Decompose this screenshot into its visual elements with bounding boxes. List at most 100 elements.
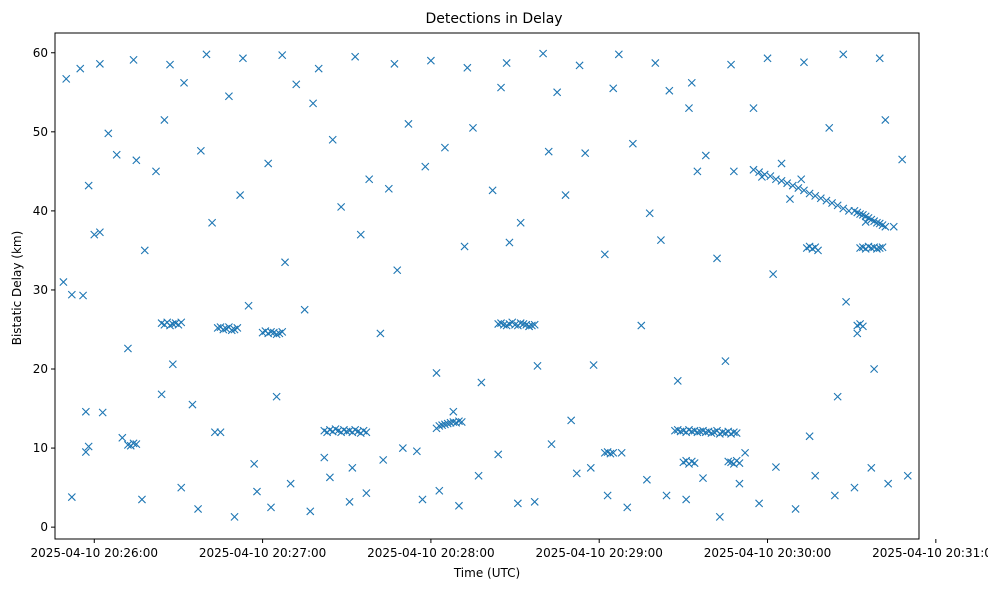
data-point	[858, 322, 867, 331]
data-point	[816, 194, 825, 203]
data-point	[842, 297, 851, 306]
data-point	[811, 243, 820, 252]
chart-title: Detections in Delay	[425, 11, 562, 27]
data-point	[95, 228, 104, 237]
data-point	[805, 432, 814, 441]
data-point	[157, 390, 166, 399]
x-tick-label: 2025-04-10 20:26:00	[31, 546, 158, 560]
data-point	[180, 78, 189, 87]
data-point	[519, 319, 528, 328]
data-point	[547, 440, 556, 449]
y-tick-label: 10	[33, 441, 48, 455]
data-point	[454, 417, 463, 426]
x-tick-label: 2025-04-10 20:30:00	[704, 546, 831, 560]
data-point	[166, 60, 175, 69]
x-tick-label: 2025-04-10 20:29:00	[535, 546, 662, 560]
data-point	[729, 428, 738, 437]
data-point	[337, 202, 346, 211]
data-point	[320, 453, 329, 462]
data-point	[449, 407, 458, 416]
data-point	[224, 92, 233, 101]
data-point	[59, 278, 68, 287]
data-point	[314, 64, 323, 73]
data-point	[292, 80, 301, 89]
data-point	[216, 428, 225, 437]
data-point	[202, 50, 211, 59]
data-point	[575, 61, 584, 70]
data-point	[236, 191, 245, 200]
data-point	[238, 54, 247, 63]
data-point	[365, 175, 374, 184]
data-point	[684, 104, 693, 113]
data-point	[777, 159, 786, 168]
data-point	[606, 449, 615, 458]
data-point	[98, 408, 107, 417]
data-point	[84, 181, 93, 190]
data-point	[505, 238, 514, 247]
data-point	[741, 448, 750, 457]
data-point	[903, 471, 912, 480]
data-point	[474, 471, 483, 480]
data-point	[682, 495, 691, 504]
data-point	[637, 321, 646, 330]
data-point	[721, 357, 730, 366]
data-point	[460, 242, 469, 251]
data-point	[267, 327, 275, 336]
data-point	[805, 189, 814, 198]
y-axis-ticks: 0 10 20 30 40 50 60	[33, 46, 55, 534]
data-point	[581, 149, 590, 158]
data-point	[177, 483, 186, 492]
data-point	[494, 450, 503, 459]
data-point	[878, 243, 887, 252]
data-point	[244, 301, 253, 310]
data-point	[567, 416, 576, 425]
y-tick-label: 20	[33, 362, 48, 376]
data-point	[766, 172, 775, 181]
data-point	[112, 150, 121, 159]
data-point	[454, 501, 463, 510]
data-point	[527, 321, 536, 330]
data-point	[81, 448, 90, 457]
data-point	[811, 191, 820, 200]
data-point	[376, 329, 385, 338]
data-point	[856, 210, 865, 219]
x-axis-ticks: 2025-04-10 20:26:00 2025-04-10 20:27:00 20…	[31, 539, 988, 560]
data-point	[168, 360, 177, 369]
data-point	[755, 499, 764, 508]
data-point	[603, 491, 612, 500]
data-point	[713, 254, 722, 263]
data-point	[129, 55, 138, 64]
data-point	[791, 504, 800, 513]
x-tick-label: 2025-04-10 20:31:00	[872, 546, 988, 560]
data-point	[252, 487, 261, 496]
data-point	[230, 512, 239, 521]
data-point	[811, 471, 820, 480]
data-point	[457, 417, 466, 426]
data-point	[421, 162, 430, 171]
data-point	[623, 503, 632, 512]
data-point	[628, 139, 637, 148]
data-point	[600, 250, 609, 259]
data-point	[687, 78, 696, 87]
data-point	[272, 330, 281, 339]
data-point	[348, 463, 357, 472]
data-point	[390, 59, 399, 68]
data-point	[844, 206, 853, 215]
data-point	[544, 147, 553, 156]
data-point	[278, 51, 287, 60]
data-point	[463, 63, 472, 72]
data-point	[137, 495, 146, 504]
data-point	[561, 191, 570, 200]
data-point	[345, 497, 354, 506]
data-point	[362, 489, 371, 498]
data-point	[749, 165, 758, 174]
data-point	[309, 99, 318, 108]
data-point	[516, 218, 525, 227]
data-point	[227, 326, 236, 335]
data-point	[673, 376, 682, 385]
data-point	[118, 433, 127, 442]
data-point	[67, 290, 76, 299]
data-point	[735, 479, 744, 488]
data-point	[76, 64, 85, 73]
data-point	[690, 459, 699, 468]
